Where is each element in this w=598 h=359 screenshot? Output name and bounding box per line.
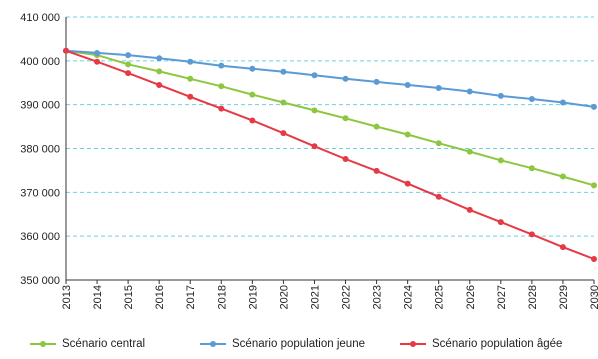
data-point: [435, 85, 442, 92]
x-tick-label: 2025: [434, 285, 446, 309]
x-tick-label: 2029: [558, 285, 570, 309]
legend-swatch: [400, 336, 426, 352]
data-point: [342, 115, 349, 122]
x-tick-label: 2019: [247, 285, 259, 309]
data-point: [63, 47, 69, 54]
data-point: [249, 117, 256, 124]
data-point: [218, 83, 225, 90]
legend-item: Scénario population âgée: [400, 336, 562, 352]
legend-label: Scénario central: [62, 338, 146, 350]
legend-swatch: [200, 336, 226, 352]
x-tick-label: 2018: [216, 285, 228, 309]
y-tick-label: 380 000: [20, 144, 60, 156]
data-point: [218, 105, 225, 112]
data-point: [187, 75, 194, 82]
data-point: [187, 58, 194, 65]
data-point: [280, 68, 287, 75]
data-point: [528, 231, 535, 238]
data-point: [125, 52, 132, 59]
data-point: [559, 244, 566, 251]
x-tick-label: 2024: [403, 285, 415, 309]
x-tick-label: 2016: [154, 285, 166, 309]
series-line-2: [65, 49, 595, 260]
y-tick-label: 370 000: [20, 187, 60, 199]
data-point: [373, 167, 380, 174]
data-point: [435, 193, 442, 200]
data-point: [156, 55, 163, 62]
data-point: [280, 99, 287, 106]
x-tick-label: 2017: [185, 285, 197, 309]
data-point: [311, 72, 318, 79]
x-tick-label: 2015: [123, 285, 135, 309]
y-tick-label: 350 000: [20, 275, 60, 287]
data-point: [559, 173, 566, 180]
data-point: [559, 99, 566, 106]
data-point: [125, 61, 132, 68]
x-tick-label: 2027: [496, 285, 508, 309]
legend-item: Scénario central: [30, 336, 145, 352]
data-point: [187, 93, 194, 100]
legend-swatch: [30, 336, 56, 352]
data-point: [591, 103, 597, 110]
y-tick-label: 400 000: [20, 56, 60, 68]
x-tick-label: 2030: [589, 285, 598, 309]
x-tick-label: 2014: [92, 285, 104, 309]
data-point: [591, 255, 597, 262]
data-point: [218, 62, 225, 69]
data-point: [497, 157, 504, 164]
data-point: [249, 91, 256, 98]
data-point: [373, 78, 380, 85]
data-point: [497, 219, 504, 226]
data-point: [466, 148, 473, 155]
legend-label: Scénario population âgée: [432, 338, 563, 350]
x-tick-label: 2021: [309, 285, 321, 309]
x-tick-label: 2026: [465, 285, 477, 309]
data-point: [156, 68, 163, 75]
data-point: [125, 70, 132, 77]
y-tick-label: 360 000: [20, 231, 60, 243]
data-point: [591, 182, 597, 189]
series-line-1: [65, 49, 595, 108]
series-lines: [63, 47, 597, 262]
legend-item: Scénario population jeune: [200, 336, 365, 352]
axes: 350 000 360 000 370 000 380 000 390 000 400 0…: [20, 12, 598, 309]
data-point: [280, 130, 287, 137]
x-tick-label: 2023: [372, 285, 384, 309]
data-point: [466, 206, 473, 213]
data-point: [497, 92, 504, 99]
data-point: [404, 81, 411, 88]
series-line-0: [65, 49, 595, 187]
data-point: [249, 65, 256, 72]
x-tick-label: 2022: [341, 285, 353, 309]
data-point: [342, 75, 349, 82]
data-point: [404, 131, 411, 138]
data-point: [528, 95, 535, 102]
x-tick-label: 2020: [278, 285, 290, 309]
gridlines: [66, 16, 594, 237]
y-tick-label: 410 000: [20, 12, 60, 24]
data-point: [528, 165, 535, 172]
data-point: [435, 140, 442, 147]
data-point: [311, 143, 318, 150]
data-point: [311, 107, 318, 114]
data-point: [404, 180, 411, 187]
data-point: [94, 58, 101, 65]
legend-label: Scénario population jeune: [232, 338, 365, 350]
y-tick-label: 390 000: [20, 100, 60, 112]
data-point: [94, 49, 101, 56]
x-tick-label: 2013: [61, 285, 73, 309]
data-point: [466, 88, 473, 95]
data-point: [373, 123, 380, 130]
data-point: [156, 81, 163, 88]
legend: Scénario central Scénario population jeun…: [30, 336, 590, 352]
x-tick-label: 2028: [527, 285, 539, 309]
data-point: [342, 156, 349, 163]
